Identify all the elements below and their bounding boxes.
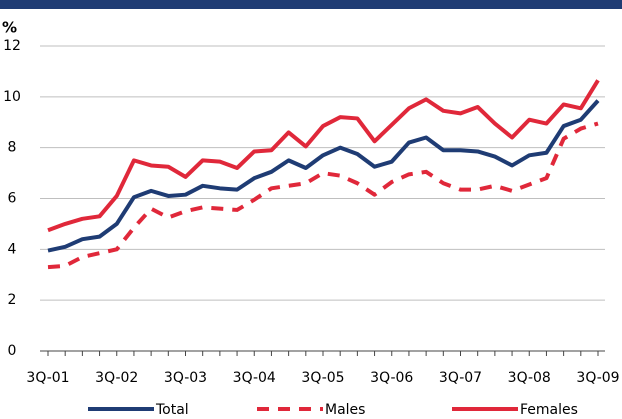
series-line [47,99,600,253]
x-tick-label: 3Q-06 [370,370,413,386]
x-tick-label: 3Q-03 [164,370,207,386]
x-tick-label: 3Q-09 [576,370,619,386]
x-tick-label: 3Q-08 [508,370,551,386]
legend-label: Males [325,402,365,418]
y-tick-label: 0 [8,343,17,359]
y-tick-label: 10 [3,89,21,105]
y-tick-label: 4 [8,241,17,257]
y-axis-label: % [2,19,17,37]
legend-label: Females [520,402,578,418]
y-tick-label: 2 [8,292,17,308]
legend-label: Total [155,402,189,418]
x-tick-label: 3Q-02 [95,370,138,386]
x-tick-label: 3Q-01 [26,370,69,386]
y-tick-label: 12 [3,38,21,54]
series-line [47,121,599,270]
x-tick-label: 3Q-05 [301,370,344,386]
series-line [47,79,600,233]
x-tick-label: 3Q-04 [233,370,276,386]
y-tick-label: 8 [8,140,17,156]
x-tick-label: 3Q-07 [439,370,482,386]
header-band [0,0,622,9]
y-tick-label: 6 [8,191,17,207]
